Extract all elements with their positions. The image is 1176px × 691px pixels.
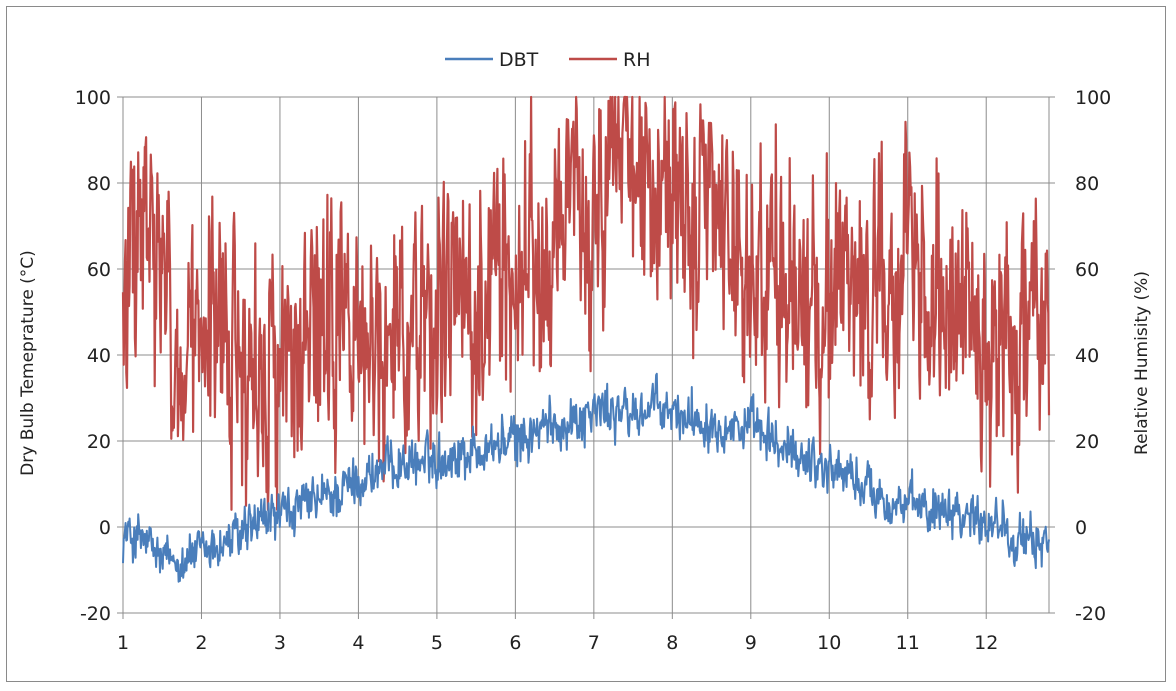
x-tick-label: 4 — [352, 632, 364, 654]
x-tick-label: 6 — [509, 632, 521, 654]
y2-tick-label: 0 — [1075, 517, 1087, 539]
legend-dbt-label: DBT — [499, 49, 539, 71]
legend: DBT RH — [445, 49, 651, 71]
y-tick-label: 20 — [87, 431, 111, 453]
y-tick-label: 40 — [87, 345, 111, 367]
x-tick-label: 12 — [974, 632, 998, 654]
x-tick-label: 10 — [817, 632, 841, 654]
series-lines — [121, 95, 1051, 583]
x-tick-label: 1 — [117, 632, 129, 654]
x-tick-label: 5 — [431, 632, 443, 654]
x-tick-label: 2 — [195, 632, 207, 654]
y-tick-label: 100 — [75, 87, 111, 109]
y-tick-label: 80 — [87, 173, 111, 195]
y-tick-label: 60 — [87, 259, 111, 281]
y2-axis-title: Relative Humisity (%) — [1132, 271, 1152, 455]
dbt-series-line — [122, 372, 1050, 583]
y2-tick-label: 40 — [1075, 345, 1099, 367]
x-tick-label: 11 — [896, 632, 920, 654]
y-tick-label: 0 — [99, 517, 111, 539]
rh-series-line — [121, 95, 1051, 511]
x-tick-label: 9 — [745, 632, 757, 654]
y2-tick-label: 100 — [1075, 87, 1111, 109]
y-tick-label: -20 — [80, 603, 111, 625]
y2-tick-label: 60 — [1075, 259, 1099, 281]
y2-tick-label: -20 — [1075, 603, 1106, 625]
x-tick-label: 7 — [588, 632, 600, 654]
x-tick-label: 3 — [274, 632, 286, 654]
legend-rh-label: RH — [623, 49, 651, 71]
x-tick-label: 8 — [666, 632, 678, 654]
y2-tick-label: 80 — [1075, 173, 1099, 195]
y2-tick-label: 20 — [1075, 431, 1099, 453]
y-axis-title: Dry Bulb Temeprature (°C) — [18, 250, 38, 476]
chart-frame: -20 -20 0 0 20 20 40 40 60 60 80 80 100 100 1 2 3 4 5 6 7 8 9 1… — [6, 6, 1166, 682]
